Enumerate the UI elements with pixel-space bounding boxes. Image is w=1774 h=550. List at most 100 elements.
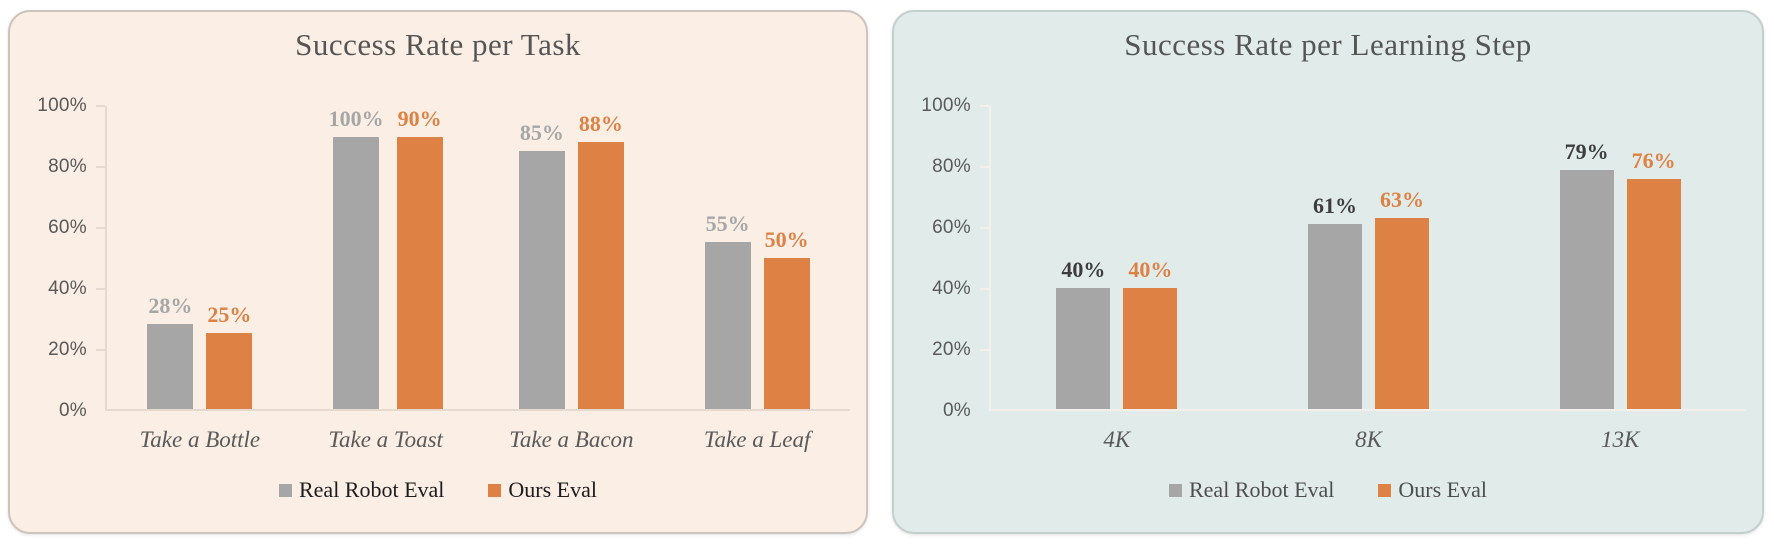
bar-value-label: 61% bbox=[1313, 193, 1357, 219]
bar-value-label: 50% bbox=[764, 226, 809, 252]
bar-value-label: 63% bbox=[1380, 187, 1424, 213]
bar-value-label: 79% bbox=[1564, 138, 1609, 164]
bar-col: 40% bbox=[1056, 106, 1111, 409]
y-tick-mark bbox=[980, 105, 989, 107]
y-tick-label: 0% bbox=[942, 400, 971, 421]
y-tick-mark bbox=[980, 288, 989, 290]
bar-group-take-a-bacon: 85% 88% bbox=[479, 106, 665, 409]
bar-col: 79% bbox=[1559, 106, 1614, 409]
y-tick-label: 80% bbox=[48, 156, 87, 177]
bar-col: 88% bbox=[577, 106, 624, 409]
bar-real-robot-eval bbox=[147, 324, 194, 409]
bar-ours-eval bbox=[1375, 218, 1429, 409]
y-tick-mark bbox=[96, 166, 105, 168]
bar-col: 55% bbox=[704, 106, 751, 409]
legend-label: Real Robot Eval bbox=[1188, 477, 1335, 502]
bar-value-label: 100% bbox=[328, 106, 384, 131]
y-tick-label: 0% bbox=[58, 400, 87, 421]
chart-panel-success-rate-per-learning-step: Success Rate per Learning Step 0% 20% 40% 6… bbox=[892, 10, 1764, 534]
bar-real-robot-eval bbox=[704, 242, 751, 409]
y-axis: 0% 20% 40% 60% 80% 100% bbox=[894, 95, 989, 421]
chart-panel-success-rate-per-task: Success Rate per Task 0% 20% 40% 60% 80% 100%… bbox=[8, 10, 868, 534]
bar-group-take-a-toast: 100% 90% bbox=[293, 106, 479, 409]
bar-value-label: 55% bbox=[705, 211, 750, 237]
y-tick-mark bbox=[980, 227, 989, 229]
bar-col: 40% bbox=[1123, 106, 1178, 409]
legend-item-real-robot-eval: Real Robot Eval bbox=[1168, 477, 1335, 503]
y-tick-mark bbox=[96, 227, 105, 229]
category-label-8k: 8K bbox=[1355, 427, 1382, 452]
bar-real-robot-eval bbox=[1308, 224, 1362, 409]
bar-ours-eval bbox=[763, 257, 810, 409]
bar-col: 61% bbox=[1308, 106, 1362, 409]
legend-item-ours-eval: Ours Eval bbox=[488, 477, 597, 503]
category-label-13k: 13K bbox=[1601, 427, 1640, 452]
legend-item-ours-eval: Ours Eval bbox=[1378, 477, 1487, 503]
y-tick-label: 20% bbox=[48, 339, 87, 360]
y-tick-mark bbox=[96, 105, 105, 107]
legend-swatch-icon bbox=[278, 483, 292, 497]
bar-group-8k: 61% 63% bbox=[1243, 106, 1495, 409]
legend-swatch-icon bbox=[1168, 483, 1182, 497]
bar-ours-eval bbox=[577, 142, 624, 409]
bar-group-take-a-bottle: 28% 25% bbox=[107, 106, 293, 409]
bar-value-label: 76% bbox=[1631, 147, 1676, 173]
bar-group-13k: 79% 76% bbox=[1494, 106, 1746, 409]
category-label-take-a-bottle: Take a Bottle bbox=[139, 427, 261, 452]
y-tick-label: 40% bbox=[48, 278, 87, 299]
bar-value-label: 25% bbox=[207, 302, 252, 328]
bar-col: 100% bbox=[329, 106, 384, 409]
y-tick-label: 20% bbox=[932, 339, 971, 360]
bar-group-take-a-leaf: 55% 50% bbox=[664, 106, 850, 409]
bar-value-label: 40% bbox=[1128, 256, 1173, 282]
bar-real-robot-eval bbox=[518, 151, 565, 409]
legend-swatch-icon bbox=[1378, 483, 1392, 497]
bar-ours-eval bbox=[1123, 287, 1178, 409]
legend-swatch-icon bbox=[488, 483, 502, 497]
legend-item-real-robot-eval: Real Robot Eval bbox=[278, 477, 445, 503]
chart-body: 0% 20% 40% 60% 80% 100% 28% 25% 100% 90% 85% 88% 55… bbox=[10, 95, 866, 421]
bar-value-label: 88% bbox=[578, 111, 623, 137]
bar-group-4k: 40% 40% bbox=[991, 106, 1243, 409]
chart-title: Success Rate per Task bbox=[295, 27, 581, 62]
bar-real-robot-eval bbox=[1559, 169, 1614, 409]
y-tick-label: 60% bbox=[48, 217, 87, 238]
legend-label: Real Robot Eval bbox=[298, 477, 445, 502]
bar-value-label: 28% bbox=[148, 293, 193, 319]
y-tick-mark bbox=[96, 349, 105, 351]
chart-title: Success Rate per Learning Step bbox=[1124, 27, 1532, 62]
x-labels: Take a Bottle Take a Toast Take a Bacon Tak… bbox=[107, 427, 850, 453]
bar-real-robot-eval bbox=[333, 137, 380, 409]
bar-ours-eval bbox=[396, 137, 443, 409]
category-label-take-a-toast: Take a Toast bbox=[328, 427, 443, 452]
bar-col: 25% bbox=[206, 106, 253, 409]
y-tick-label: 40% bbox=[932, 278, 971, 299]
bar-ours-eval bbox=[206, 333, 253, 409]
legend-label: Ours Eval bbox=[508, 477, 597, 502]
y-tick-label: 100% bbox=[921, 95, 971, 116]
legend-label: Ours Eval bbox=[1398, 477, 1487, 502]
y-tick-label: 60% bbox=[932, 217, 971, 238]
y-tick-label: 100% bbox=[37, 95, 87, 116]
category-label-take-a-bacon: Take a Bacon bbox=[509, 427, 634, 452]
bar-col: 85% bbox=[518, 106, 565, 409]
bar-value-label: 90% bbox=[397, 106, 442, 131]
y-tick-mark bbox=[96, 288, 105, 290]
bar-real-robot-eval bbox=[1056, 287, 1111, 409]
chart-body: 0% 20% 40% 60% 80% 100% 40% 40% 61% 63% 79% 76% bbox=[894, 95, 1762, 421]
y-axis: 0% 20% 40% 60% 80% 100% bbox=[10, 95, 105, 421]
bar-col: 90% bbox=[396, 106, 443, 409]
bar-col: 63% bbox=[1375, 106, 1429, 409]
bar-value-label: 85% bbox=[519, 120, 564, 146]
y-tick-label: 80% bbox=[932, 156, 971, 177]
bar-value-label: 40% bbox=[1061, 256, 1106, 282]
y-tick-mark bbox=[980, 166, 989, 168]
x-labels: 4K 8K 13K bbox=[991, 427, 1746, 453]
bar-ours-eval bbox=[1626, 178, 1681, 409]
category-label-take-a-leaf: Take a Leaf bbox=[703, 427, 811, 452]
legend: Real Robot Eval Ours Eval bbox=[894, 477, 1762, 503]
plot-area: 28% 25% 100% 90% 85% 88% 55% 50% bbox=[105, 106, 850, 411]
plot-area: 40% 40% 61% 63% 79% 76% bbox=[989, 106, 1746, 411]
category-label-4k: 4K bbox=[1103, 427, 1131, 452]
legend: Real Robot Eval Ours Eval bbox=[10, 477, 866, 503]
